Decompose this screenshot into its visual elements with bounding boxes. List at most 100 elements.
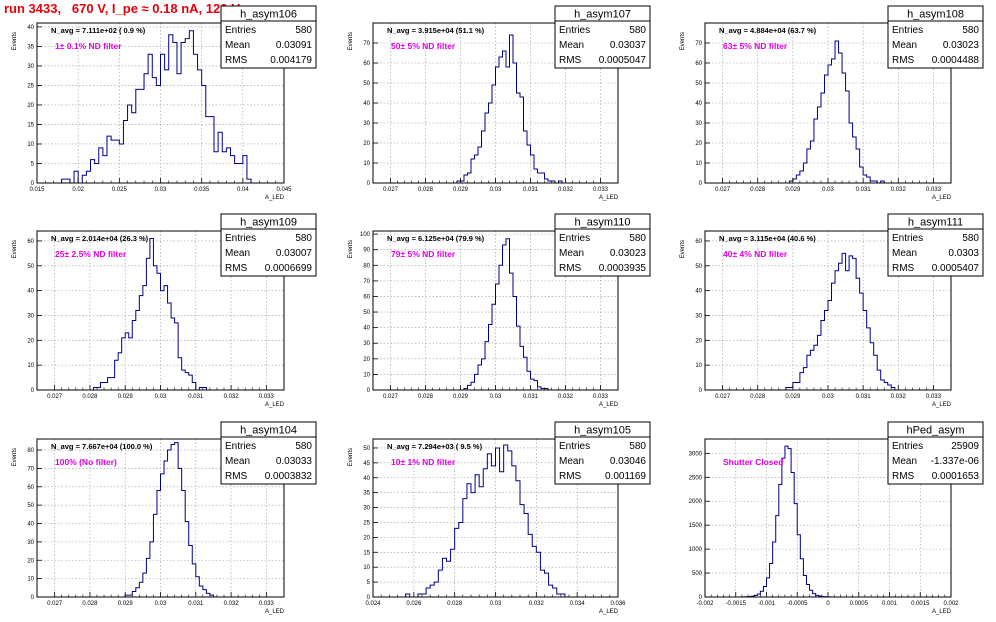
- y-tick-label: 10: [27, 577, 34, 583]
- y-tick-label: 10: [695, 161, 702, 167]
- x-tick-label: 0.035: [194, 187, 210, 193]
- stats-box: [887, 421, 984, 485]
- stats-value: 0.001169: [605, 471, 646, 482]
- stats-value: 0.03091: [276, 40, 313, 51]
- x-tick-label: 0.03: [155, 187, 167, 193]
- x-tick-label: 0.029: [785, 187, 801, 193]
- y-tick-label: 30: [27, 64, 34, 70]
- n-avg-label: N_avg = 2.014e+04 (26.3 %): [51, 234, 149, 243]
- y-tick-label: 60: [695, 61, 702, 67]
- x-axis-title: A_LED: [932, 609, 952, 615]
- x-tick-label: 0.029: [785, 394, 801, 400]
- y-tick-label: 40: [695, 289, 702, 295]
- x-tick-label: 0.024: [365, 601, 381, 607]
- stats-value: 0.0006699: [265, 263, 313, 274]
- histogram-panel: 0.027 0.028 0.029 0.03 0.031 0.032 0.033 0 10 20 3…: [12, 213, 317, 408]
- y-tick-label: 40: [363, 101, 370, 107]
- n-avg-label: N_avg = 3.915e+04 (51.1 %): [387, 26, 485, 35]
- x-tick-label: 0.025: [112, 187, 128, 193]
- histogram-panel: 0.015 0.02 0.025 0.03 0.035 0.04 0.045 0 5 10 15 20…: [12, 5, 317, 201]
- y-tick-label: 15: [27, 122, 34, 128]
- stats-value: 580: [962, 233, 979, 244]
- x-tick-label: 0.027: [715, 394, 731, 400]
- stats-box: [554, 213, 651, 277]
- stats-key: Mean: [892, 248, 917, 259]
- n-avg-label: N_avg = 4.884e+04 (63.7 %): [719, 26, 817, 35]
- x-axis-title: A_LED: [265, 609, 285, 615]
- filter-label: 40± 4% ND filter: [723, 249, 788, 259]
- stats-value: 0.0003935: [599, 263, 647, 274]
- stats-box: [887, 5, 984, 69]
- x-axis-title: A_LED: [599, 195, 619, 201]
- y-tick-label: 3000: [689, 451, 703, 457]
- stats-title: h_asym107: [574, 9, 631, 21]
- y-axis-title: Events: [12, 448, 18, 466]
- y-tick-label: 500: [692, 571, 703, 577]
- filter-label: 1± 0.1% ND filter: [55, 41, 122, 51]
- stats-value: 580: [962, 25, 979, 36]
- x-tick-label: 0.04: [237, 187, 249, 193]
- y-tick-label: 70: [695, 41, 702, 47]
- x-tick-label: 0.03: [822, 187, 834, 193]
- y-tick-label: 30: [363, 506, 370, 512]
- histogram-panel: 0.027 0.028 0.029 0.03 0.031 0.032 0.033 0 10 20 3…: [680, 213, 984, 408]
- x-tick-label: -0.002: [696, 601, 714, 607]
- stats-value: 0.03023: [943, 40, 980, 51]
- y-tick-label: 40: [27, 522, 34, 528]
- x-tick-label: 0.036: [610, 601, 626, 607]
- x-tick-label: 0.015: [29, 187, 45, 193]
- x-tick-label: 0.028: [750, 394, 766, 400]
- x-tick-label: -0.0005: [787, 601, 808, 607]
- stats-key: Entries: [225, 25, 256, 36]
- y-tick-label: 0: [699, 388, 703, 394]
- x-tick-label: 0.033: [259, 601, 275, 607]
- stats-title: h_asym108: [907, 9, 964, 21]
- x-tick-label: 0.03: [155, 601, 167, 607]
- y-tick-label: 0: [699, 595, 703, 601]
- stats-key: Entries: [559, 441, 590, 452]
- x-tick-label: 0.028: [447, 601, 463, 607]
- x-axis-title: A_LED: [599, 402, 619, 408]
- stats-value: 0.03033: [276, 456, 313, 467]
- x-tick-label: 0.029: [118, 601, 134, 607]
- stats-value: -1.337e-06: [931, 456, 980, 467]
- y-axis-title: Events: [680, 32, 686, 50]
- filter-label: 79± 5% ND filter: [391, 249, 456, 259]
- y-tick-label: 20: [27, 338, 34, 344]
- filter-label: 50± 5% ND filter: [391, 41, 456, 51]
- stats-key: Entries: [559, 25, 590, 36]
- x-tick-label: 0.029: [118, 394, 134, 400]
- x-tick-label: 0.032: [558, 187, 574, 193]
- x-tick-label: 0.032: [224, 394, 240, 400]
- n-avg-label: N_avg = 7.294e+03 ( 9.5 %): [387, 442, 483, 451]
- histogram-panel: -0.002 -0.0015 -0.001 -0.0005 0 0.0005 0.001 0.…: [689, 421, 984, 615]
- n-avg-label: N_avg = 6.125e+04 (79.9 %): [387, 234, 485, 243]
- x-tick-label: 0.027: [47, 394, 63, 400]
- histogram-panel: 0.027 0.028 0.029 0.03 0.031 0.032 0.033 0 10 20 3…: [680, 5, 984, 201]
- y-tick-label: 50: [695, 264, 702, 270]
- filter-label: 10± 1% ND filter: [391, 457, 456, 467]
- y-tick-label: 2000: [689, 499, 703, 505]
- y-axis-title: Events: [680, 240, 686, 258]
- y-tick-label: 0: [367, 181, 371, 187]
- y-tick-label: 0: [31, 595, 35, 601]
- y-tick-label: 40: [27, 289, 34, 295]
- y-tick-label: 50: [363, 81, 370, 87]
- filter-label: 100% (No filter): [55, 457, 117, 467]
- n-avg-label: N_avg = 3.115e+04 (40.6 %): [719, 234, 816, 243]
- y-tick-label: 20: [27, 558, 34, 564]
- stats-value: 25909: [951, 441, 979, 452]
- y-tick-label: 30: [695, 121, 702, 127]
- y-axis-title: Events: [12, 240, 18, 258]
- y-tick-label: 70: [363, 279, 370, 285]
- y-tick-label: 10: [695, 363, 702, 369]
- y-tick-label: 70: [27, 466, 34, 472]
- x-tick-label: 0.028: [418, 187, 434, 193]
- stats-key: RMS: [559, 471, 582, 482]
- x-tick-label: 0.032: [224, 601, 240, 607]
- stats-key: RMS: [225, 471, 248, 482]
- y-tick-label: 50: [27, 264, 34, 270]
- y-tick-label: 0: [31, 388, 35, 394]
- stats-key: Mean: [892, 40, 917, 51]
- x-tick-label: 0.0015: [911, 601, 930, 607]
